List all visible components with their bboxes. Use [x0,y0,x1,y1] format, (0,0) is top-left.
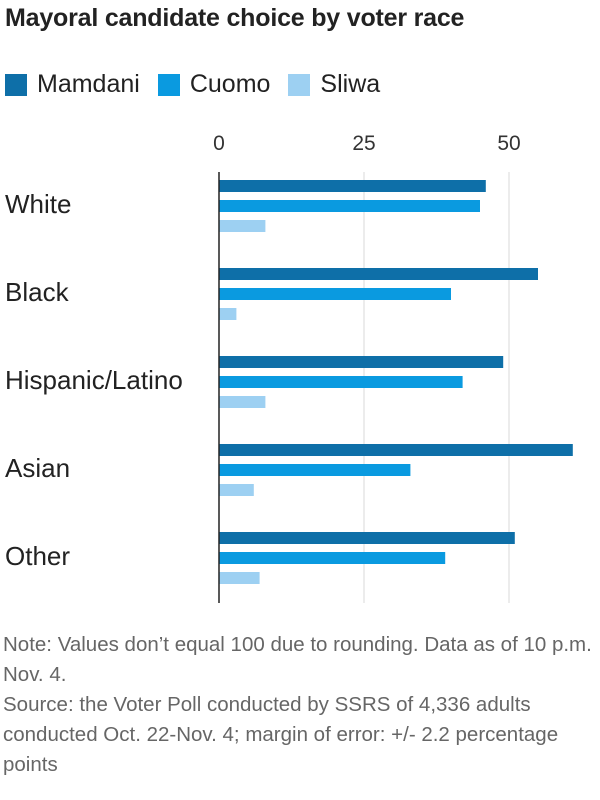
bar-white-sliwa [219,220,266,232]
x-tick-label-0: 0 [213,132,225,155]
legend-swatch-mamdani [5,73,27,96]
bar-other-mamdani [219,532,515,544]
legend-label-sliwa: Sliwa [320,70,381,98]
legend-swatch-sliwa [288,73,311,96]
bar-hispanic-latino-sliwa [219,396,266,408]
legend: Mamdani Cuomo Sliwa [5,70,398,99]
category-label-other: Other [5,541,70,571]
source-text: Source: the Voter Poll conducted by SSRS… [3,693,559,776]
chart-title: Mayoral candidate choice by voter race [5,4,465,32]
x-tick-label-50: 50 [497,132,520,155]
legend-swatch-cuomo [157,73,180,96]
bar-hispanic-latino-mamdani [219,356,504,368]
category-label-hispanic-latino: Hispanic/Latino [5,365,183,395]
bar-black-cuomo [219,288,451,300]
legend-item-cuomo: Cuomo [157,70,271,99]
bar-black-sliwa [219,308,237,320]
bar-white-mamdani [219,180,486,192]
bar-other-sliwa [219,572,260,584]
legend-item-mamdani: Mamdani [5,70,140,99]
note-text: Note: Values don’t equal 100 due to roun… [3,633,592,686]
bar-other-cuomo [219,552,446,564]
bar-white-cuomo [219,200,480,212]
legend-item-sliwa: Sliwa [288,70,380,99]
bar-hispanic-latino-cuomo [219,376,463,388]
category-label-white: White [5,189,71,219]
bar-black-mamdani [219,268,538,280]
bar-asian-cuomo [219,464,411,476]
footnotes: Note: Values don’t equal 100 due to roun… [3,630,593,780]
category-label-asian: Asian [5,453,70,483]
bar-asian-sliwa [219,484,254,496]
x-tick-label-25: 25 [352,132,375,155]
bar-chart: 0 25 50 White Black Hispanic/Latino Asian Other [5,132,573,603]
bar-asian-mamdani [219,444,573,456]
category-label-black: Black [5,277,70,307]
legend-label-cuomo: Cuomo [189,70,271,98]
legend-label-mamdani: Mamdani [37,70,140,98]
